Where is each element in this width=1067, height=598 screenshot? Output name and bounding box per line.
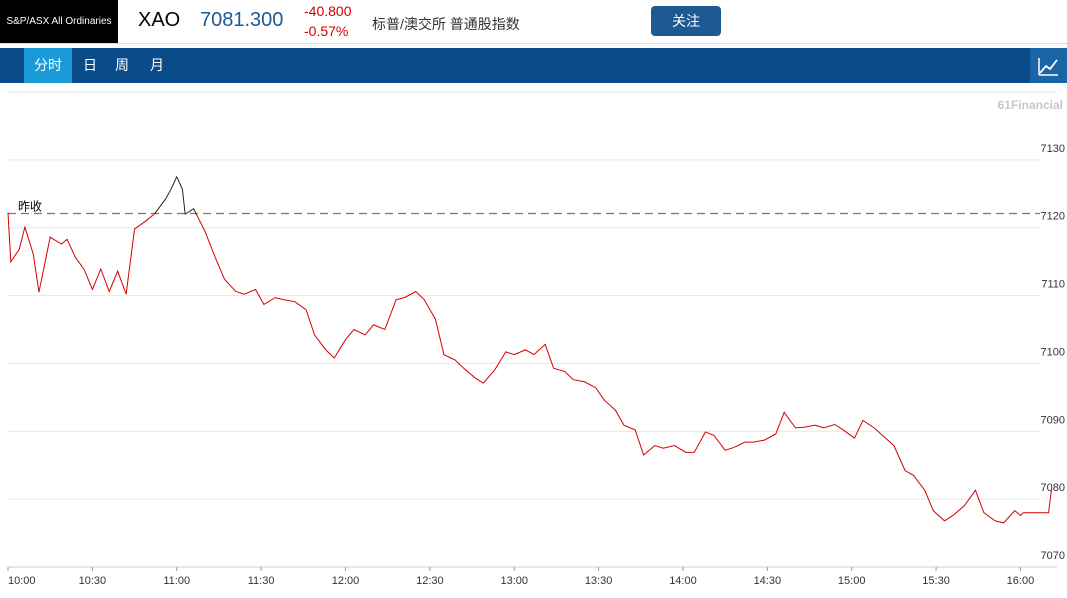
header: S&P/ASX All Ordinaries XAO 7081.300 -40.… [0,0,1067,44]
chart-icon[interactable] [1030,48,1067,83]
change-pct: -0.57% [304,23,349,39]
x-tick-label: 12:30 [416,575,444,587]
y-tick-label: 7120 [1041,211,1065,223]
x-tick-label: 11:00 [163,575,190,587]
x-tick-label: 11:30 [248,575,275,587]
price-line [7,175,1052,524]
x-tick-label: 13:00 [500,575,528,587]
tab[interactable]: 日 [83,57,97,73]
y-tick-label: 7130 [1041,143,1065,155]
tab[interactable]: 分时 [24,48,72,83]
logo: S&P/ASX All Ordinaries [0,0,118,43]
x-tick-label: 14:00 [669,575,697,587]
icon [1038,58,1058,76]
x-tick-label: 10:00 [8,575,36,587]
y-tick-label: 7080 [1041,482,1065,494]
price: 7081.300 [200,9,284,31]
tab[interactable]: 周 [115,57,129,73]
symbol: XAO [138,9,181,31]
x-tick-label: 13:30 [585,575,613,587]
x-tick-label: 10:30 [79,575,107,587]
x-tick-label: 15:00 [838,575,866,587]
x-tick-label: 15:30 [922,575,950,587]
y-tick-label: 7070 [1041,550,1065,562]
tab[interactable]: 月 [150,57,164,73]
y-tick-label: 7090 [1041,414,1065,426]
y-tick-label: 7100 [1041,346,1065,358]
nav-bar: 分时 日 周 月 [0,48,1067,83]
watermark: 61Financial [998,98,1063,112]
index-name: 标普/澳交所 普通股指数 [372,16,520,32]
change: -40.800 [304,3,352,19]
x-tick-label: 16:00 [1007,575,1035,587]
follow-button[interactable]: 关注 [651,6,721,36]
x-tick-label: 12:00 [332,575,360,587]
reference-label: 昨收 [18,199,42,213]
x-tick-label: 14:30 [754,575,782,587]
y-tick-label: 7110 [1041,279,1065,291]
